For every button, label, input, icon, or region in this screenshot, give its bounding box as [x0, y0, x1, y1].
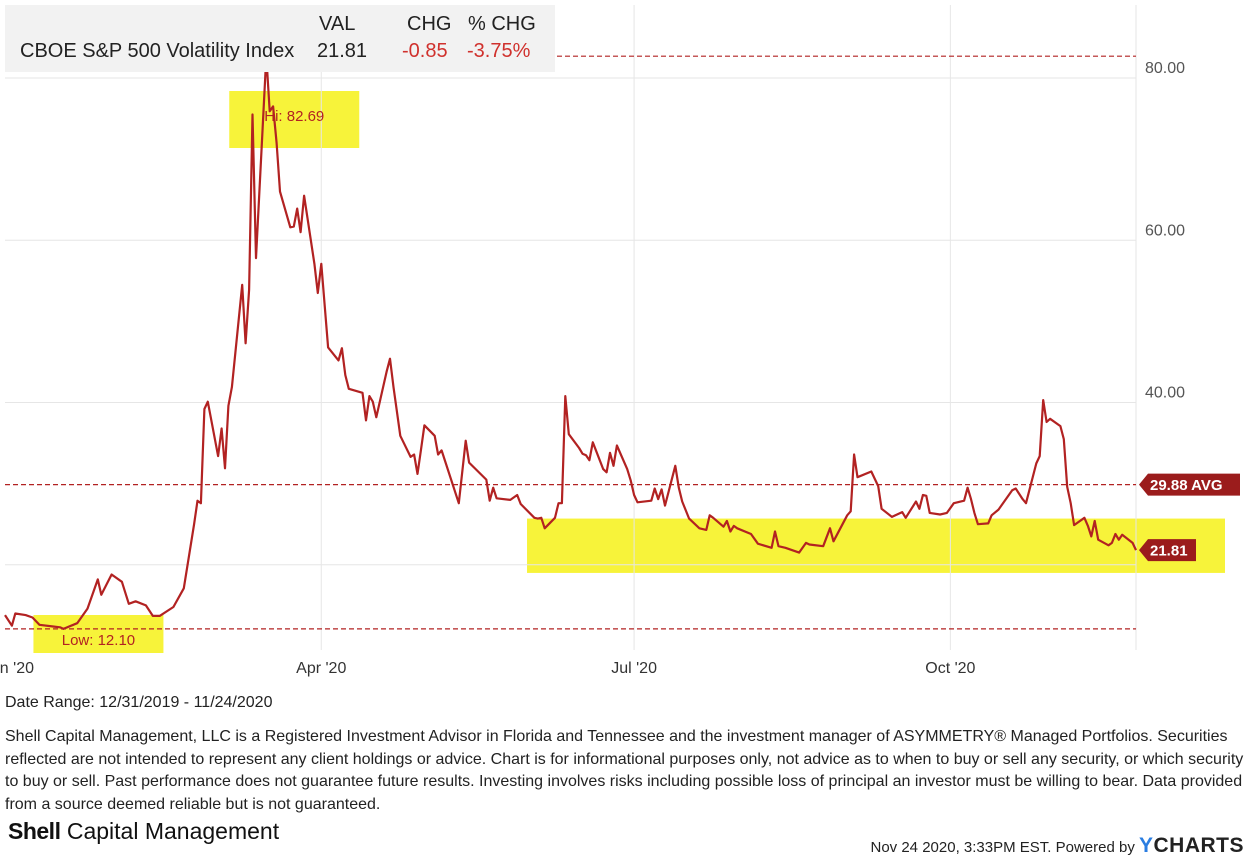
ycharts-logo[interactable]: YCHARTS [1139, 834, 1244, 857]
x-tick-label: Jan '20 [0, 660, 34, 677]
hi-label: Hi: 82.69 [264, 108, 324, 125]
y-tick-label: 80.00 [1145, 60, 1185, 77]
chg-header: CHG [407, 13, 452, 35]
avg-badge-shape [1139, 473, 1240, 496]
x-tick-label: Oct '20 [925, 660, 975, 677]
disclaimer: Shell Capital Management, LLC is a Regis… [5, 728, 1244, 813]
avg-badge: 29.88 AVG [1139, 473, 1240, 496]
date-range: Date Range: 12/31/2019 - 11/24/2020 [5, 694, 273, 711]
x-tick-label: Jul '20 [611, 660, 657, 677]
index-change: -0.85 [402, 40, 448, 62]
footer-timestamp: Nov 24 2020, 3:33PM EST. Powered by [870, 839, 1139, 856]
index-pct-change: -3.75% [467, 40, 531, 62]
hi-highlight [229, 91, 360, 148]
brand-logo: Shell Capital Management [8, 818, 279, 845]
vix-line-chart: Hi: 82.69 Low: 12.10 40.00 60.00 80.00 Jan '2… [0, 5, 1240, 677]
index-name: CBOE S&P 500 Volatility Index [20, 40, 295, 62]
last-value-badge-shape [1139, 539, 1196, 562]
brand-bold: Shell [8, 818, 61, 844]
y-tick-label: 40.00 [1145, 385, 1185, 402]
y-tick-label: 60.00 [1145, 222, 1185, 239]
footer-credit: Nov 24 2020, 3:33PM EST. Powered by YCHA… [871, 834, 1245, 858]
quote-box: VAL CHG % CHG CBOE S&P 500 Volatility In… [5, 5, 555, 72]
pct-chg-header: % CHG [468, 13, 536, 35]
ycharts-logo-rest: CHARTS [1153, 834, 1244, 857]
last-value-badge: 21.81 [1139, 539, 1196, 562]
vix-series-line [4, 55, 1137, 631]
avg-badge-text: 29.88 AVG [1150, 477, 1223, 494]
brand-rest: Capital Management [60, 818, 280, 844]
ycharts-logo-y: Y [1138, 834, 1154, 857]
x-tick-label: Apr '20 [296, 660, 346, 677]
last-value-badge-text: 21.81 [1150, 543, 1188, 560]
low-highlight [33, 615, 164, 653]
val-header: VAL [319, 13, 356, 35]
low-label: Low: 12.10 [62, 632, 135, 649]
index-value: 21.81 [317, 40, 368, 62]
